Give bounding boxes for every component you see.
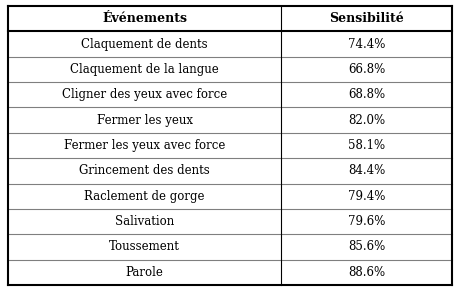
Text: 85.6%: 85.6% <box>347 240 384 253</box>
Text: Claquement de dents: Claquement de dents <box>81 38 207 51</box>
Text: 82.0%: 82.0% <box>347 114 384 127</box>
Text: Cligner des yeux avec force: Cligner des yeux avec force <box>62 88 227 101</box>
Text: 68.8%: 68.8% <box>347 88 384 101</box>
Text: Toussement: Toussement <box>109 240 179 253</box>
Text: Fermer les yeux: Fermer les yeux <box>96 114 192 127</box>
Text: Parole: Parole <box>125 266 163 279</box>
Text: Fermer les yeux avec force: Fermer les yeux avec force <box>64 139 225 152</box>
Text: Salivation: Salivation <box>115 215 174 228</box>
Text: Raclement de gorge: Raclement de gorge <box>84 190 204 203</box>
Text: 84.4%: 84.4% <box>347 164 384 177</box>
Text: Sensibilité: Sensibilité <box>329 12 403 25</box>
Text: Claquement de la langue: Claquement de la langue <box>70 63 218 76</box>
Text: 88.6%: 88.6% <box>347 266 384 279</box>
Text: 74.4%: 74.4% <box>347 38 384 51</box>
Text: Événements: Événements <box>102 12 187 25</box>
Text: 66.8%: 66.8% <box>347 63 384 76</box>
Text: 79.4%: 79.4% <box>347 190 384 203</box>
Text: 79.6%: 79.6% <box>347 215 384 228</box>
Text: Grincement des dents: Grincement des dents <box>79 164 209 177</box>
Text: 58.1%: 58.1% <box>347 139 384 152</box>
